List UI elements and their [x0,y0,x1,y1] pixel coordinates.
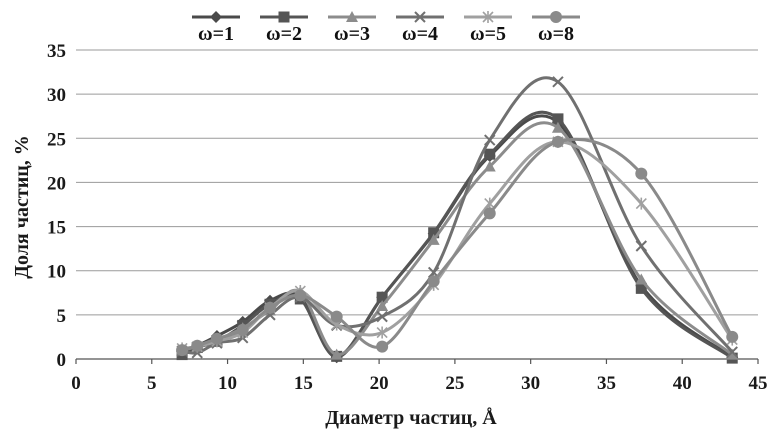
data-point [551,135,564,148]
data-point [635,240,648,252]
y-tick-label: 0 [57,350,67,371]
data-point [376,291,388,303]
data-point [427,275,440,288]
y-tick-label: 15 [47,218,66,239]
data-point [551,121,564,133]
x-tick-label: 35 [597,373,616,394]
legend-marker [278,11,290,23]
data-point [635,282,647,294]
series-2 [176,110,738,364]
legend-item: ω=3 [328,11,376,45]
legend-label: ω=3 [334,23,370,45]
legend-marker [550,11,562,23]
data-point [635,167,648,180]
y-axis-title: Доля частиц, % [11,135,33,279]
data-point [376,340,389,353]
grid [76,49,758,316]
data-point [210,332,223,345]
legend-label: ω=4 [402,23,438,45]
data-point [330,348,343,360]
y-tick-label: 10 [47,262,66,283]
x-tick-label: 45 [749,373,768,394]
series-6 [176,135,739,357]
legend-item: ω=1 [192,11,240,45]
legend-item: ω=8 [532,11,580,45]
y-tick-label: 25 [47,129,66,150]
axes: 0 5 10 15 20 25 30 35 0 5 10 15 20 25 30 35 40 45 [47,41,768,394]
legend-item: ω=4 [396,11,444,45]
data-point [376,326,388,339]
data-point [428,227,440,239]
series-1 [176,114,739,364]
data-point [376,310,388,323]
data-point [294,289,307,302]
data-point [484,134,496,146]
legend-marker [346,11,358,22]
data-point [635,197,647,210]
data-point [483,207,496,220]
legend: ω=1 ω=2 ω=3 ω=4 ω=5 ω=8 [192,11,580,45]
x-tick-label: 5 [147,373,157,394]
plot-area [176,76,739,364]
x-tick-label: 20 [370,373,389,394]
y-tick-label: 35 [47,41,66,62]
y-tick-label: 5 [57,306,67,327]
legend-label: ω=1 [198,23,234,45]
x-axis-title: Диаметр частиц, Å [325,406,497,429]
data-point [635,273,648,285]
x-tick-label: 15 [294,373,313,394]
x-tick-label: 30 [521,373,540,394]
data-point [176,344,189,357]
data-point [427,233,440,245]
x-tick-label: 40 [673,373,692,394]
data-point [483,160,496,172]
data-point [484,148,496,160]
legend-marker [482,11,494,23]
y-tick-label: 20 [47,173,66,194]
data-point [552,76,564,88]
data-point [552,113,564,125]
legend-item: ω=5 [464,11,512,45]
data-point [191,339,204,352]
data-point [330,310,343,323]
data-point [263,301,276,314]
data-point [726,330,739,343]
legend-marker [414,11,426,23]
legend-label: ω=2 [266,23,302,45]
x-tick-label: 0 [71,373,81,394]
data-point [726,346,738,358]
legend-item: ω=2 [260,11,308,45]
legend-label: ω=5 [470,23,506,45]
legend-label: ω=8 [538,23,574,45]
x-tick-label: 25 [445,373,464,394]
x-tick-label: 10 [218,373,237,394]
data-point [726,348,739,360]
data-point [236,323,249,336]
y-tick-label: 30 [47,85,66,106]
legend-marker [210,11,222,23]
data-point [376,300,389,312]
